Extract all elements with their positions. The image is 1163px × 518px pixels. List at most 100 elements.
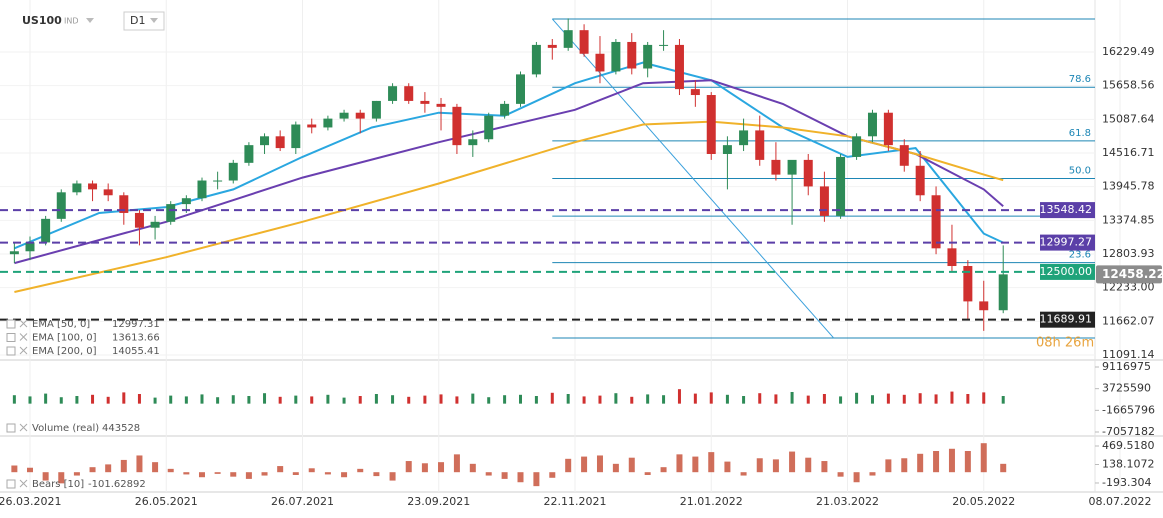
candle-body [998, 274, 1008, 311]
candle-body [404, 86, 414, 101]
y-tick-label: 13374.85 [1102, 213, 1155, 226]
y-tick-label: 11662.07 [1102, 314, 1155, 327]
volume-bar [423, 395, 427, 404]
candle-body [388, 86, 398, 101]
fib-label: 78.6 [1069, 74, 1091, 85]
candle-body [739, 130, 749, 146]
countdown: 08h 26m [1036, 336, 1094, 351]
legend-close-icon[interactable] [19, 333, 28, 341]
legend-close-icon[interactable] [19, 479, 28, 488]
candle-body [867, 112, 877, 137]
candle-body [611, 41, 621, 72]
pane-value: 443528 [102, 423, 140, 434]
volume-bar [742, 396, 746, 404]
candle-body [166, 204, 176, 222]
bears-bar [724, 461, 731, 473]
legend-close-icon[interactable] [19, 423, 28, 432]
candle-body [181, 198, 191, 205]
volume-bar [342, 397, 346, 404]
volume-bar [693, 393, 697, 404]
bears-bar [27, 467, 33, 473]
volume-bar [44, 393, 48, 404]
x-tick-label: 26.03.2021 [0, 495, 61, 508]
candle-body [659, 44, 669, 46]
volume-bar [28, 396, 32, 404]
candle-body [579, 30, 589, 54]
candle-body [25, 242, 35, 252]
legend-name: EMA [50, 0] [32, 319, 90, 330]
fib-label: 23.6 [1069, 250, 1091, 261]
bears-bar [469, 463, 476, 473]
volume-bar [839, 396, 843, 404]
volume-bar [200, 394, 204, 404]
ema-line [14, 61, 1004, 250]
candle-body [899, 145, 909, 166]
candle-body [979, 301, 989, 311]
volume-bar [774, 394, 778, 404]
volume-bar [886, 393, 890, 404]
bears-bar [11, 465, 18, 473]
bears-bar [789, 451, 796, 473]
candle-body [852, 136, 862, 157]
fib-label: 50.0 [1069, 165, 1091, 176]
legend-icon[interactable] [6, 423, 16, 433]
volume-bar [550, 392, 554, 404]
plot: 78.661.850.038.223.6 [0, 18, 1095, 487]
candle-body [500, 103, 510, 116]
candle-body [213, 180, 223, 182]
x-tick-label: 20.05.2022 [952, 495, 1015, 508]
timeframe-box[interactable] [123, 11, 165, 31]
volume-bar [534, 396, 538, 404]
candle-body [452, 106, 462, 146]
x-tick-label: 26.07.2021 [271, 495, 334, 508]
candle-body [197, 180, 207, 199]
level-label: 13548.42 [1040, 203, 1093, 216]
dropdown-icon[interactable] [150, 18, 158, 23]
volume-bar [326, 394, 330, 404]
candle-body [260, 136, 270, 146]
bears-bar [596, 455, 603, 473]
volume-bar [247, 396, 251, 404]
bears-bar [533, 472, 540, 487]
legend-icon[interactable] [6, 333, 16, 342]
bears-bar [821, 461, 828, 473]
legend-value: 12997.31 [112, 319, 160, 330]
x-tick-label: 22.11.2021 [544, 495, 607, 508]
legend-icon[interactable] [6, 319, 16, 329]
candle-body [339, 112, 349, 119]
timeframe[interactable]: D1 [130, 14, 145, 27]
candle-body [323, 118, 333, 128]
legend-icon[interactable] [6, 346, 16, 356]
bears-bar [152, 462, 159, 473]
legend-close-icon[interactable] [19, 346, 28, 355]
candle-body [722, 145, 732, 154]
level-label: 12500.00 [1040, 265, 1093, 278]
bears-bar [517, 472, 524, 483]
bears-bar [581, 456, 588, 473]
symbol[interactable]: US100 [22, 14, 62, 27]
candle-body [531, 44, 541, 75]
bears-bar [917, 453, 924, 473]
bears-bar [740, 472, 747, 476]
legend-close-icon[interactable] [19, 319, 28, 328]
candle-body [307, 124, 317, 128]
bears-bar [612, 463, 619, 473]
legend-icon[interactable] [6, 479, 16, 489]
dropdown-icon[interactable] [86, 18, 94, 23]
bears-bar [292, 472, 299, 475]
legend-value: 13613.66 [112, 333, 160, 344]
bears-bar [885, 459, 892, 473]
y-tick-label: 16229.49 [1102, 45, 1155, 58]
volume-bar [407, 396, 411, 404]
bears-bar [261, 472, 268, 476]
level-label: 11689.91 [1040, 313, 1093, 326]
bears-bar [373, 472, 380, 477]
volume-bar [455, 396, 459, 404]
candle-body [420, 100, 430, 104]
y-tick-label: -7057182 [1102, 425, 1155, 438]
volume-bar [646, 394, 650, 404]
bears-bar [438, 462, 445, 473]
candle-body [436, 103, 446, 107]
volume-bar [855, 392, 859, 404]
